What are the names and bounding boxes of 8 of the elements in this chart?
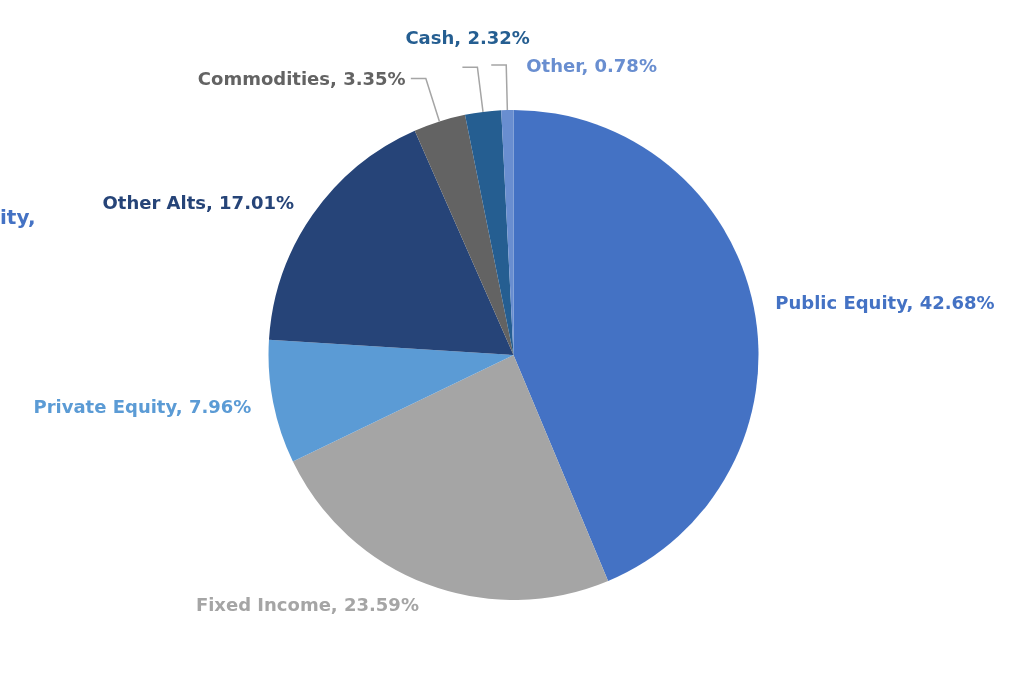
slice-label: Other, 0.78%	[526, 53, 657, 78]
slice-label: Commodities, 3.35%	[197, 67, 406, 92]
slice-label: Cash, 2.32%	[405, 25, 530, 50]
slice-label: Public Equity, 42.68%	[775, 290, 995, 315]
slice-label: Private Equity, 7.96%	[33, 395, 252, 419]
text: ity,	[0, 205, 36, 229]
slice-label: Other Alts, 17.01%	[102, 190, 295, 215]
slice-label: Fixed Income, 23.59%	[195, 593, 419, 618]
